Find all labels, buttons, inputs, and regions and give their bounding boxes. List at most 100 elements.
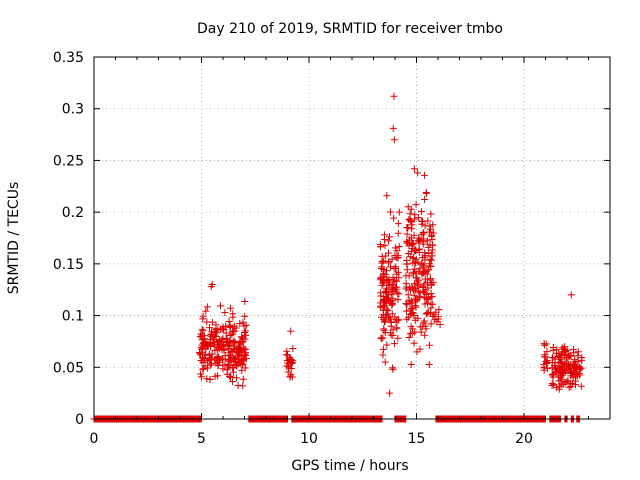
data-point <box>390 214 398 222</box>
y-tick-label: 0.1 <box>62 309 84 325</box>
data-point <box>415 245 423 253</box>
data-point <box>202 307 210 315</box>
data-point <box>410 339 418 347</box>
data-point <box>196 349 204 357</box>
data-point <box>389 124 397 132</box>
data-point <box>427 304 435 312</box>
data-point <box>578 356 586 364</box>
data-point <box>552 369 560 377</box>
data-point <box>232 324 240 332</box>
data-point <box>542 340 550 348</box>
data-point <box>409 268 417 276</box>
data-point <box>392 263 400 271</box>
data-point <box>414 169 422 177</box>
data-point <box>380 325 388 333</box>
plot-frame <box>93 56 611 420</box>
data-point <box>568 368 576 376</box>
data-point <box>381 317 389 325</box>
data-point <box>209 338 217 346</box>
data-point <box>429 300 437 308</box>
data-point <box>555 350 563 358</box>
data-point <box>383 192 391 200</box>
data-point <box>376 299 384 307</box>
data-point <box>392 254 400 262</box>
data-point <box>420 229 428 237</box>
data-point <box>408 283 416 291</box>
data-point <box>559 368 567 376</box>
data-point <box>236 319 244 327</box>
data-point <box>541 353 549 361</box>
data-point <box>403 224 411 232</box>
data-point <box>561 379 569 387</box>
data-point <box>411 316 419 324</box>
data-point <box>241 351 249 359</box>
data-point <box>425 266 433 274</box>
data-point <box>380 235 388 243</box>
data-point <box>199 365 207 373</box>
data-point <box>226 373 234 381</box>
data-point <box>429 221 437 229</box>
data-point <box>199 365 207 373</box>
data-point <box>219 334 227 342</box>
data-point <box>412 286 420 294</box>
data-point <box>395 316 403 324</box>
data-point <box>555 377 563 385</box>
data-point <box>240 344 248 352</box>
data-point <box>394 334 402 342</box>
data-point <box>567 380 575 388</box>
data-point <box>216 302 224 310</box>
data-point <box>241 364 249 372</box>
data-point <box>417 328 425 336</box>
data-point <box>379 306 387 314</box>
data-point <box>419 282 427 290</box>
data-point <box>434 315 442 323</box>
data-point <box>543 348 551 356</box>
data-point <box>215 354 223 362</box>
data-point <box>420 317 428 325</box>
data-point <box>407 323 415 331</box>
data-point <box>415 214 423 222</box>
data-point <box>229 347 237 355</box>
data-point <box>387 208 395 216</box>
data-point <box>392 283 400 291</box>
data-point <box>379 270 387 278</box>
data-point <box>382 287 390 295</box>
data-point <box>561 345 569 353</box>
data-point <box>427 210 435 218</box>
x-tick-label: 15 <box>408 431 426 447</box>
data-point <box>283 347 291 355</box>
y-tick-label: 0.3 <box>62 102 84 118</box>
data-point <box>390 92 398 100</box>
data-point <box>242 331 250 339</box>
x-tick-label: 5 <box>197 431 206 447</box>
data-point <box>573 364 581 372</box>
data-point <box>229 313 237 321</box>
data-point <box>235 339 243 347</box>
data-point <box>420 319 428 327</box>
data-point <box>199 326 207 334</box>
data-point <box>203 364 211 372</box>
data-point <box>407 217 415 225</box>
data-point <box>412 201 420 209</box>
data-point <box>419 240 427 248</box>
data-point <box>427 293 435 301</box>
data-point <box>393 289 401 297</box>
data-point <box>403 307 411 315</box>
data-points <box>196 92 586 397</box>
data-point <box>404 291 412 299</box>
data-point <box>394 316 402 324</box>
data-point <box>385 276 393 284</box>
data-point <box>241 312 249 320</box>
data-point <box>570 349 578 357</box>
x-axis-label: GPS time / hours <box>291 458 408 474</box>
data-point <box>229 377 237 385</box>
data-point <box>556 355 564 363</box>
data-point <box>412 274 420 282</box>
data-point <box>567 372 575 380</box>
data-point <box>381 358 389 366</box>
data-point <box>408 240 416 248</box>
data-point <box>240 322 248 330</box>
data-point <box>402 300 410 308</box>
data-point <box>426 341 434 349</box>
data-point <box>203 375 211 383</box>
